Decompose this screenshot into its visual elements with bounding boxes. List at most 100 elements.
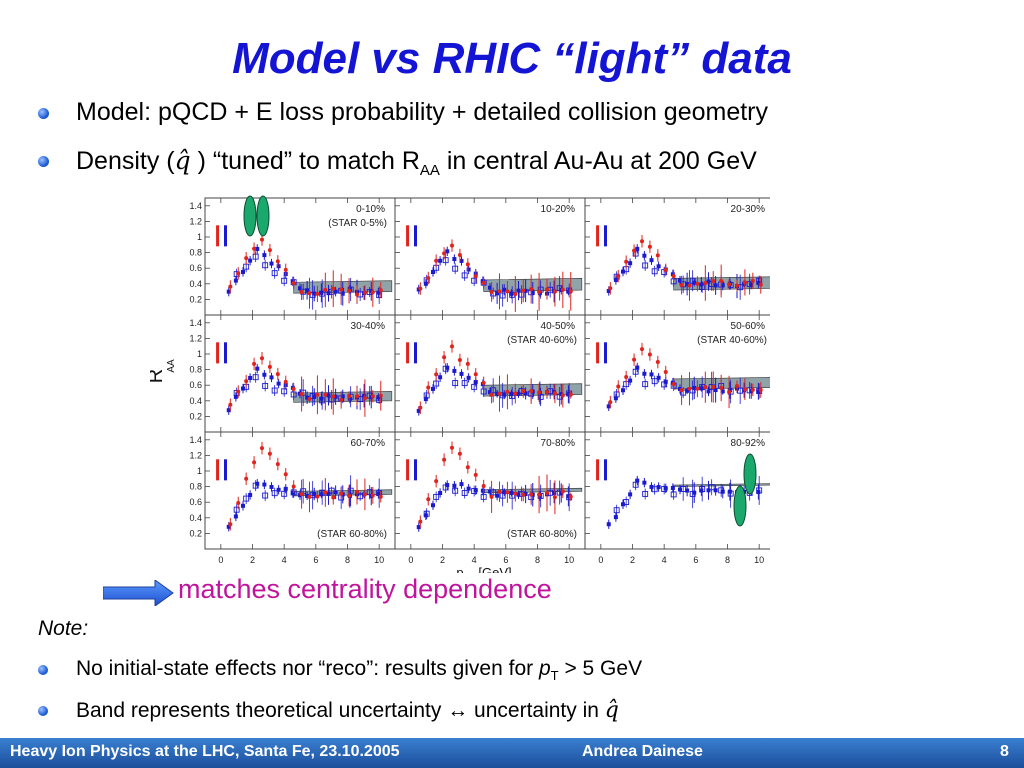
red-point	[355, 394, 359, 399]
blue-open-point	[537, 393, 544, 400]
red-point	[442, 457, 447, 462]
red-point	[378, 288, 383, 293]
blue-point	[290, 279, 295, 284]
blue-open-point	[509, 492, 516, 499]
blue-open-point	[442, 365, 449, 372]
red-point	[663, 370, 668, 375]
blue-point	[692, 490, 697, 495]
red-point	[347, 288, 352, 293]
blue-point	[248, 258, 253, 263]
blue-point	[276, 381, 281, 386]
centrality-label: 10-20%	[541, 204, 576, 215]
blue-point	[459, 482, 464, 487]
y-axis-label: R	[150, 369, 167, 383]
x-tick-label: 0	[408, 555, 413, 565]
red-point	[236, 389, 241, 394]
blue-point	[523, 288, 528, 293]
oval-marker	[733, 485, 747, 527]
blue-point	[431, 269, 435, 274]
red-point	[473, 274, 478, 279]
red-point	[545, 490, 549, 495]
red-point	[228, 402, 233, 407]
blue-open-point	[746, 281, 753, 288]
blue-point	[340, 394, 345, 399]
red-point	[473, 472, 478, 477]
blue-open-point	[347, 487, 354, 494]
red-point	[560, 489, 565, 494]
blue-open-point	[642, 381, 649, 388]
blue-open-point	[499, 492, 506, 499]
red-point	[497, 289, 502, 294]
red-point	[640, 347, 644, 352]
blue-point	[459, 258, 464, 263]
blue-point	[423, 281, 428, 286]
red-point	[719, 385, 724, 390]
blue-point	[255, 246, 260, 251]
norm-box-blue	[414, 459, 417, 481]
blue-point	[319, 396, 324, 401]
blue-point	[459, 371, 464, 376]
blue-point	[290, 490, 295, 495]
blue-point	[749, 282, 754, 287]
red-point	[315, 291, 320, 296]
panel-frame	[584, 314, 776, 433]
blue-open-point	[376, 397, 383, 404]
note-label: Note:	[38, 617, 89, 640]
red-point	[647, 352, 652, 357]
red-point	[283, 379, 288, 384]
red-point	[711, 385, 716, 390]
red-point	[655, 253, 660, 258]
raa-chart: RAA0.20.40.60.811.21.40-10%(STAR 0-5%)10…	[145, 188, 776, 583]
y-tick-label: 0.8	[189, 248, 202, 258]
blue-point	[706, 488, 711, 493]
blue-open-point	[471, 488, 478, 495]
y-tick-label: 0.4	[189, 279, 202, 289]
red-point	[552, 495, 557, 500]
blue-point	[606, 404, 611, 409]
blue-open-point	[461, 272, 468, 279]
red-point	[711, 279, 716, 284]
blue-point	[678, 487, 682, 492]
blue-open-point	[480, 493, 487, 500]
red-point	[742, 387, 747, 392]
blue-point	[445, 249, 450, 254]
red-point	[537, 492, 542, 497]
norm-box-red	[406, 225, 410, 247]
blue-open-point	[357, 493, 364, 500]
red-point	[378, 393, 383, 398]
red-point	[489, 289, 494, 294]
blue-point	[621, 502, 625, 507]
red-point	[497, 391, 502, 396]
x-tick-label: 10	[754, 555, 764, 565]
blue-point	[713, 388, 718, 393]
red-point	[489, 392, 494, 397]
blue-point	[559, 491, 564, 496]
blue-point	[262, 253, 267, 258]
blue-point	[530, 290, 535, 295]
panel-frame	[394, 197, 586, 316]
red-point	[489, 494, 494, 499]
red-point	[560, 393, 565, 398]
matches-text: matches centrality dependence	[178, 574, 552, 604]
red-point	[505, 490, 510, 495]
blue-point	[241, 269, 245, 274]
blue-open-point	[490, 489, 497, 496]
red-point	[267, 248, 272, 253]
page-number: 8	[1000, 743, 1009, 760]
blue-open-point	[689, 277, 696, 284]
panel-frame	[204, 197, 396, 316]
blue-point	[452, 368, 457, 373]
red-point	[347, 394, 352, 399]
norm-box-red	[596, 225, 600, 247]
red-point	[331, 286, 336, 291]
red-point	[568, 392, 573, 397]
blue-point	[566, 494, 571, 499]
blue-point	[656, 375, 661, 380]
blue-open-point	[680, 486, 687, 492]
red-point	[252, 361, 257, 366]
red-point	[236, 271, 241, 276]
red-point	[418, 519, 423, 524]
blue-point	[706, 389, 711, 394]
red-point	[608, 400, 613, 405]
blue-point	[255, 366, 260, 371]
